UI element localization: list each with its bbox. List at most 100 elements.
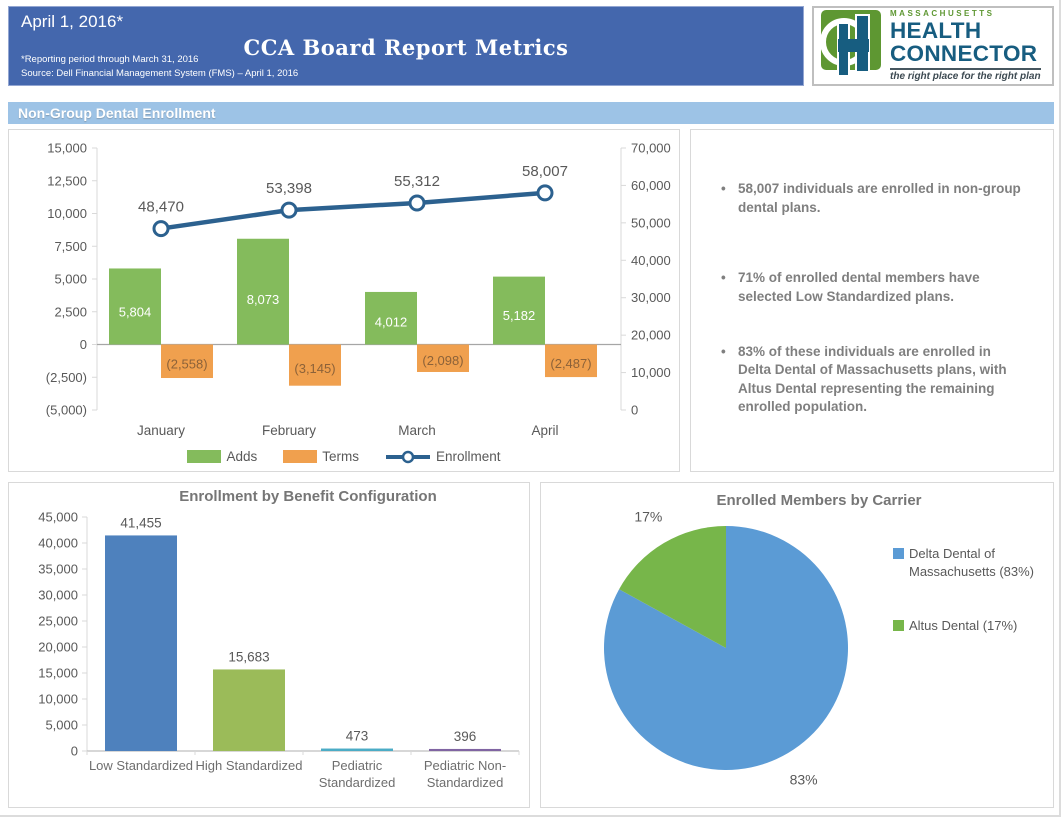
logo-name-line2: CONNECTOR — [890, 40, 1038, 66]
enrollment-line-swatch-icon — [386, 450, 430, 463]
adds-bar-label: 4,012 — [375, 314, 408, 329]
enrollment-value-label: 58,007 — [522, 163, 568, 180]
pie-slice-label: 83% — [790, 771, 818, 787]
logo-name-line1: HEALTH — [890, 18, 982, 43]
enrollment-value-label: 48,470 — [138, 199, 184, 216]
right-axis-tick: 10,000 — [631, 365, 671, 380]
y-axis-tick: 10,000 — [38, 692, 78, 707]
carrier-pie-legend: Delta Dental of Massachusetts (83%) Altus… — [893, 545, 1049, 635]
bullet-low-standardized: 71% of enrolled dental members have sele… — [721, 269, 1027, 306]
left-axis-tick: (5,000) — [46, 403, 87, 418]
legend-item-enrollment: Enrollment — [385, 449, 501, 464]
left-axis-tick: 15,000 — [47, 141, 87, 156]
enrollment-marker — [280, 201, 298, 219]
month-label: March — [398, 423, 436, 438]
logo-region-label: MASSACHUSETTS — [890, 9, 995, 18]
summary-bullet-list: 58,007 individuals are enrolled in non-g… — [691, 130, 1053, 417]
left-axis-tick: 12,500 — [47, 173, 87, 188]
y-axis-tick: 45,000 — [38, 510, 78, 525]
legend-label: Adds — [226, 449, 258, 464]
benefit-bar-value: 15,683 — [228, 649, 269, 664]
terms-swatch-icon — [283, 450, 318, 463]
y-axis-tick: 30,000 — [38, 588, 78, 603]
left-axis-tick: 5,000 — [54, 272, 87, 287]
logo-tagline: the right place for the right plan — [890, 68, 1041, 82]
benefit-bar-value: 41,455 — [120, 515, 161, 530]
enrollment-value-label: 55,312 — [394, 173, 440, 190]
enrollment-trend-chart: 15,000 12,500 10,000 7,500 5,000 2,500 0 (2,500… — [46, 141, 671, 439]
right-axis-tick: 50,000 — [631, 215, 671, 230]
terms-bar-label: (2,487) — [550, 356, 591, 371]
benefit-bar — [105, 535, 177, 751]
benefit-category-label: Pediatric Non- — [424, 758, 506, 773]
left-axis-tick: 0 — [80, 337, 87, 352]
terms-bar — [161, 344, 213, 379]
terms-bar — [417, 344, 469, 372]
enrollment-trend-legend: Adds Terms Enrollment — [9, 449, 679, 464]
left-axis-tick: 10,000 — [47, 206, 87, 221]
pie-legend-swatch-icon — [893, 548, 904, 559]
adds-bar — [109, 268, 161, 345]
pie-legend-item: Altus Dental (17%) — [893, 617, 1049, 635]
terms-bar-label: (2,558) — [166, 357, 207, 372]
enrollment-trend-panel: 15,000 12,500 10,000 7,500 5,000 2,500 0 (2,500… — [8, 129, 680, 472]
benefit-category-label: Standardized — [319, 775, 396, 790]
logo-wordmark: MASSACHUSETTS HEALTH CONNECTOR the right… — [890, 10, 1041, 82]
y-axis-tick: 35,000 — [38, 562, 78, 577]
bullet-carrier-split: 83% of these individuals are enrolled in… — [721, 343, 1027, 418]
terms-bar-label: (3,145) — [294, 361, 335, 376]
chart-title: Enrolled Members by Carrier — [716, 492, 921, 509]
terms-bar — [545, 344, 597, 378]
bullet-enrolled-total: 58,007 individuals are enrolled in non-g… — [721, 180, 1027, 217]
benefit-category-label: Pediatric — [332, 758, 383, 773]
benefit-category-label: Standardized — [427, 775, 504, 790]
y-axis-tick: 40,000 — [38, 536, 78, 551]
y-axis-tick: 20,000 — [38, 640, 78, 655]
logo-mark-icon — [821, 10, 881, 77]
adds-bar-label: 5,804 — [119, 305, 152, 320]
right-axis-tick: 40,000 — [631, 253, 671, 268]
enrollment-marker — [152, 220, 170, 238]
benefit-category-label: High Standardized — [196, 758, 303, 773]
pie-legend-item: Delta Dental of Massachusetts (83%) — [893, 545, 1049, 580]
legend-label: Enrollment — [436, 449, 501, 464]
right-axis-tick: 0 — [631, 403, 638, 418]
benefit-bar — [429, 748, 501, 751]
legend-label: Terms — [322, 449, 359, 464]
left-axis-tick: (2,500) — [46, 370, 87, 385]
right-axis-tick: 20,000 — [631, 328, 671, 343]
month-label: January — [137, 423, 185, 438]
benefit-configuration-chart: Enrollment by Benefit Configuration 45,00… — [38, 488, 520, 790]
header-footnotes: *Reporting period through March 31, 2016… — [21, 53, 298, 80]
benefit-category-label: Low Standardized — [89, 758, 193, 773]
left-axis-tick: 7,500 — [54, 239, 87, 254]
pie-legend-swatch-icon — [893, 620, 904, 632]
adds-bar-label: 5,182 — [503, 308, 536, 323]
health-connector-logo: MASSACHUSETTS HEALTH CONNECTOR the right… — [812, 6, 1054, 86]
right-axis-tick: 60,000 — [631, 178, 671, 193]
enrollment-marker — [408, 194, 426, 212]
footnote-source: Source: Dell Financial Management System… — [21, 67, 299, 79]
legend-item-adds: Adds — [187, 449, 257, 464]
adds-bar — [237, 238, 289, 345]
carrier-pie-panel: Enrolled Members by Carrier 83% 17% Delta … — [540, 482, 1054, 808]
month-label: April — [531, 423, 558, 438]
month-label: February — [262, 423, 316, 438]
benefit-bar-value: 473 — [346, 729, 369, 744]
adds-bar — [365, 291, 417, 345]
pie-slice — [619, 526, 726, 648]
enrollment-marker — [536, 184, 554, 202]
page-title: CCA Board Report Metrics — [243, 35, 569, 60]
header-band: April 1, 2016* CCA Board Report Metrics … — [8, 6, 804, 86]
chart-title: Enrollment by Benefit Configuration — [179, 488, 437, 505]
right-axis-tick: 30,000 — [631, 290, 671, 305]
terms-bar — [289, 344, 341, 386]
y-axis-tick: 0 — [71, 744, 78, 759]
enrollment-value-label: 53,398 — [266, 180, 312, 197]
y-axis-tick: 5,000 — [45, 718, 78, 733]
pie-legend-label: Altus Dental (17%) — [909, 618, 1018, 634]
left-axis-tick: 2,500 — [54, 304, 87, 319]
carrier-pie-chart: Enrolled Members by Carrier 83% 17% — [604, 492, 922, 787]
adds-bar-label: 8,073 — [247, 292, 280, 307]
